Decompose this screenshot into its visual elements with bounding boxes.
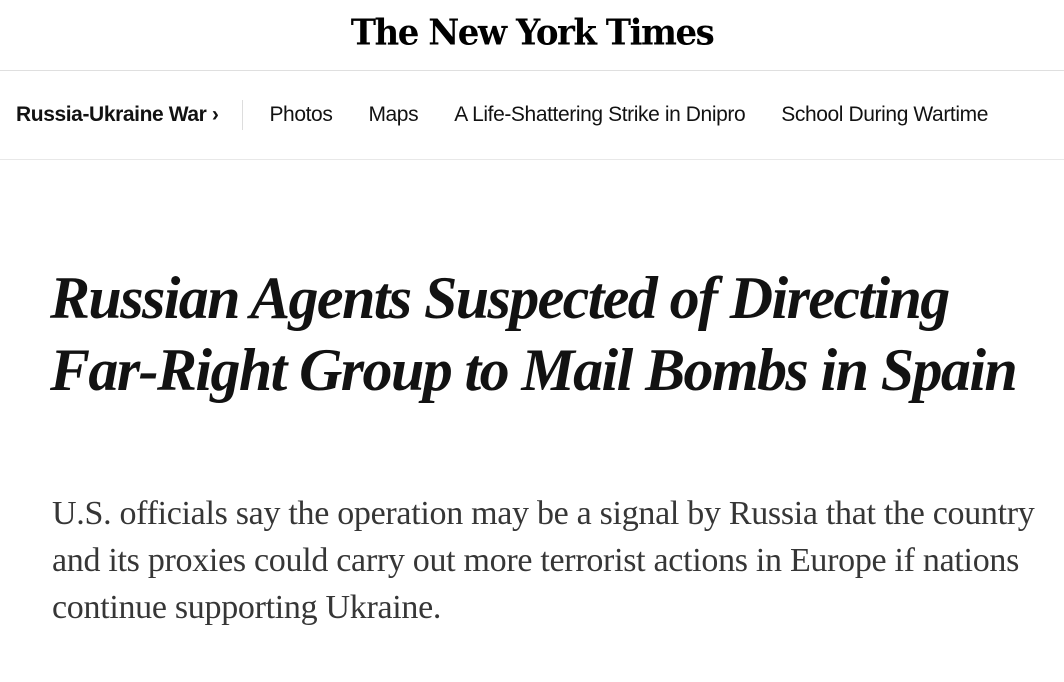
- nyt-logo[interactable]: The New York Times: [350, 12, 715, 54]
- article-headline: Russian Agents Suspected of Directing Fa…: [50, 265, 1018, 403]
- nav-link-photos[interactable]: Photos: [269, 103, 333, 126]
- section-nav: Russia-Ukraine War › Photos Maps A Life-…: [0, 71, 1064, 160]
- section-link-russia-ukraine-war[interactable]: Russia-Ukraine War ›: [0, 100, 244, 130]
- nav-link-maps[interactable]: Maps: [368, 103, 419, 126]
- nav-link-dnipro-strike[interactable]: A Life-Shattering Strike in Dnipro: [454, 103, 746, 126]
- masthead: The New York Times: [0, 0, 1064, 71]
- nav-link-school-during-wartime[interactable]: School During Wartime: [781, 103, 988, 126]
- article-summary: U.S. officials say the operation may be …: [52, 495, 1035, 626]
